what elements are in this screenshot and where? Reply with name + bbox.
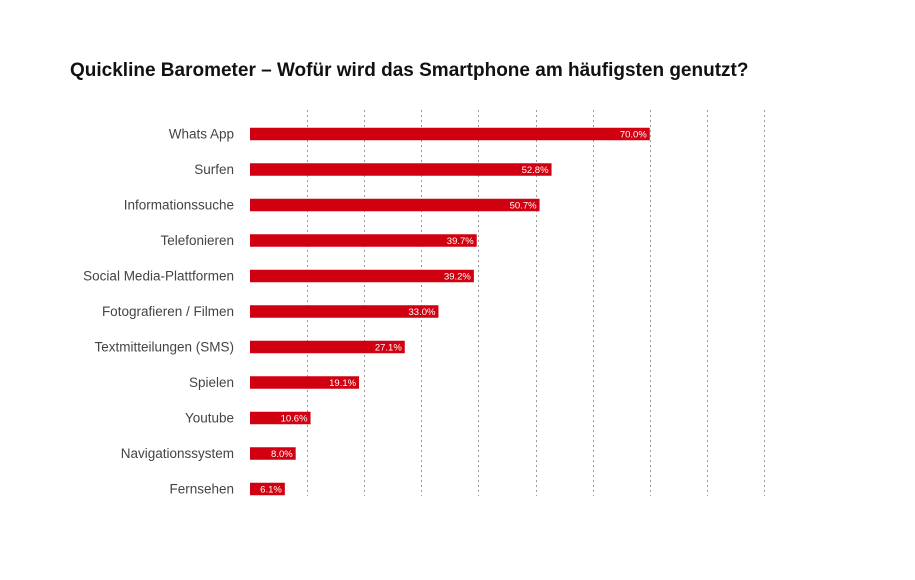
category-label: Youtube: [185, 411, 234, 426]
bar: [250, 163, 552, 176]
category-label: Fernsehen: [169, 482, 234, 497]
bar: [250, 269, 474, 283]
value-label: 10.6%: [281, 414, 308, 425]
value-label: 39.7%: [447, 236, 474, 247]
bar: [250, 234, 477, 247]
category-label: Spielen: [189, 375, 234, 390]
category-label: Textmitteilungen (SMS): [94, 340, 234, 355]
category-label: Whats App: [169, 127, 234, 142]
bar: [250, 127, 650, 141]
bar: [250, 411, 311, 425]
value-label: 39.2%: [444, 272, 471, 283]
category-label: Telefonieren: [160, 233, 234, 248]
value-label: 6.1%: [260, 485, 282, 496]
chart-title: Quickline Barometer – Wofür wird das Sma…: [70, 60, 749, 81]
category-label: Informationssuche: [124, 198, 234, 213]
value-label: 19.1%: [329, 378, 356, 389]
bar: [250, 305, 439, 318]
value-label: 50.7%: [510, 201, 537, 212]
bar: [250, 447, 296, 460]
value-label: 52.8%: [522, 165, 549, 176]
bar: [250, 376, 360, 389]
category-label: Social Media-Plattformen: [83, 269, 234, 284]
bar: [250, 482, 285, 496]
bar: [250, 198, 540, 212]
bar: [250, 340, 405, 354]
category-label: Fotografieren / Filmen: [102, 304, 234, 319]
value-label: 33.0%: [409, 307, 436, 318]
category-label: Surfen: [194, 162, 234, 177]
value-label: 27.1%: [375, 343, 402, 354]
value-label: 70.0%: [620, 130, 647, 141]
value-label: 8.0%: [271, 449, 293, 460]
category-label: Navigationssystem: [121, 446, 234, 461]
